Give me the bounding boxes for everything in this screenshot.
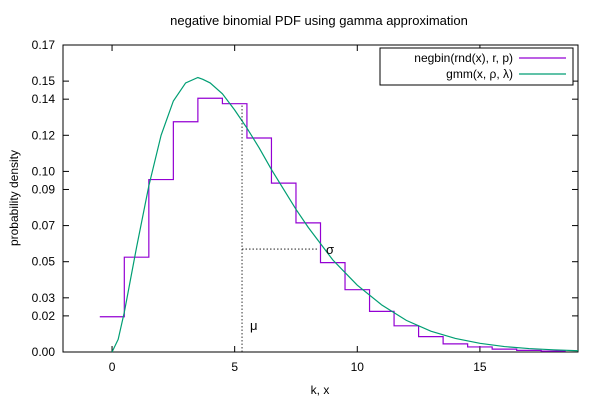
y-axis-label: probability density xyxy=(7,150,21,246)
x-axis-label: k, x xyxy=(311,383,330,397)
x-tick-label: 10 xyxy=(351,360,365,374)
y-tick-label: 0.00 xyxy=(32,345,56,359)
mu-annotation: μ xyxy=(250,318,258,333)
y-tick-label: 0.17 xyxy=(32,38,56,52)
sigma-annotation: σ xyxy=(326,242,334,257)
y-tick-label: 0.09 xyxy=(32,182,56,196)
y-tick-label: 0.05 xyxy=(32,255,56,269)
legend-label-negbin: negbin(rnd(x), r, p) xyxy=(414,51,513,65)
x-tick-label: 0 xyxy=(109,360,116,374)
series-layer xyxy=(99,76,579,353)
y-tick-label: 0.15 xyxy=(32,74,56,88)
plot-frame xyxy=(62,44,579,353)
y-tick-label: 0.10 xyxy=(32,164,56,178)
gamma-curve-series xyxy=(111,76,579,353)
y-tick-label: 0.03 xyxy=(32,291,56,305)
y-tick-label: 0.12 xyxy=(32,128,56,142)
legend-box xyxy=(379,47,574,86)
chart-title: negative binomial PDF using gamma approx… xyxy=(170,13,468,28)
annotation-layer: μσ xyxy=(241,103,334,352)
legend-label-gamma: gmm(x, ρ, λ) xyxy=(446,67,513,81)
x-tick-label: 5 xyxy=(231,360,238,374)
x-tick-label: 15 xyxy=(473,360,487,374)
y-tick-label: 0.14 xyxy=(32,92,56,106)
y-tick-label: 0.07 xyxy=(32,219,56,233)
y-axis: 0.00 0.02 0.03 0.05 0.07 0.09 0.10 0.12 0.14 0.15… xyxy=(32,38,578,359)
x-axis: 0 5 10 15 xyxy=(109,45,487,374)
negbin-step-series xyxy=(99,97,566,352)
legend: negbin(rnd(x), r, p) gmm(x, ρ, λ) xyxy=(379,47,574,86)
y-tick-label: 0.02 xyxy=(32,309,56,323)
